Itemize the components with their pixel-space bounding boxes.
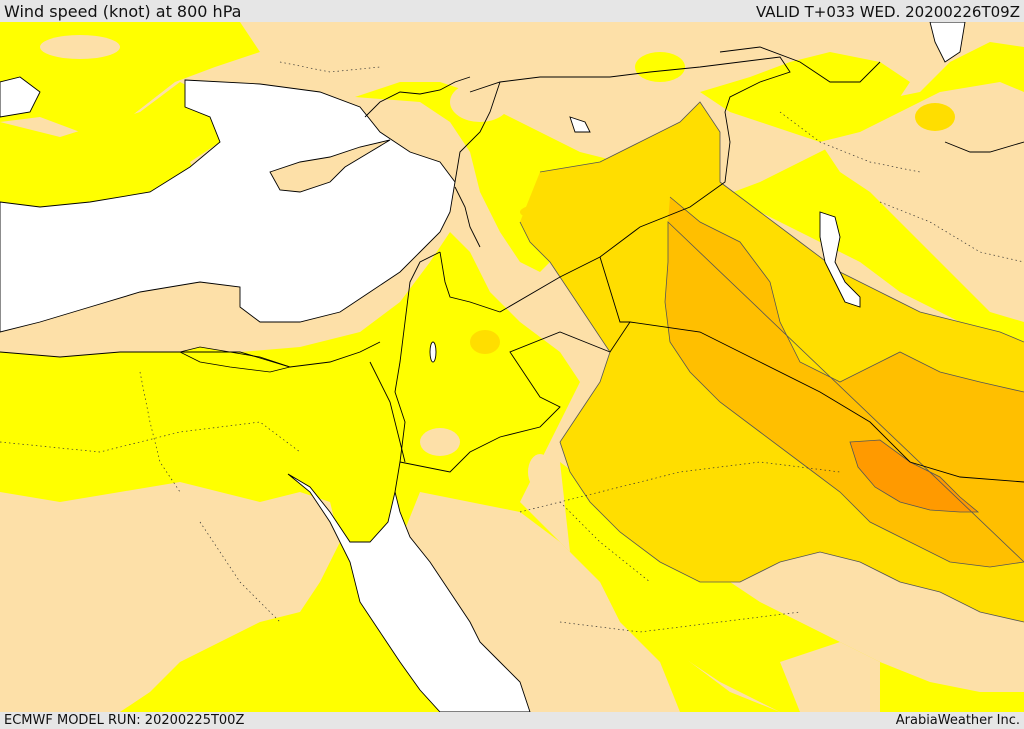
wind-speed-map xyxy=(0,22,1024,712)
credit-label: ArabiaWeather Inc. xyxy=(895,713,1020,728)
cyprus-island xyxy=(269,139,391,193)
contour-lines xyxy=(519,101,1024,623)
model-run-label: ECMWF MODEL RUN: 20200225T00Z xyxy=(4,713,245,728)
map-footer: ECMWF MODEL RUN: 20200225T00Z ArabiaWeat… xyxy=(0,712,1024,729)
coastlines xyxy=(0,76,481,368)
valid-time: VALID T+033 WED. 20200226T09Z xyxy=(755,3,1020,21)
wind-band-4 xyxy=(850,440,978,512)
admin-lines xyxy=(0,61,1024,633)
calm-land-patches xyxy=(0,35,1024,712)
map-title: Wind speed (knot) at 800 hPa xyxy=(4,2,242,21)
map-header: Wind speed (knot) at 800 hPa VALID T+033… xyxy=(0,0,1024,22)
country-borders xyxy=(369,46,1024,493)
sea-areas xyxy=(0,22,966,712)
map-canvas xyxy=(0,22,1024,712)
